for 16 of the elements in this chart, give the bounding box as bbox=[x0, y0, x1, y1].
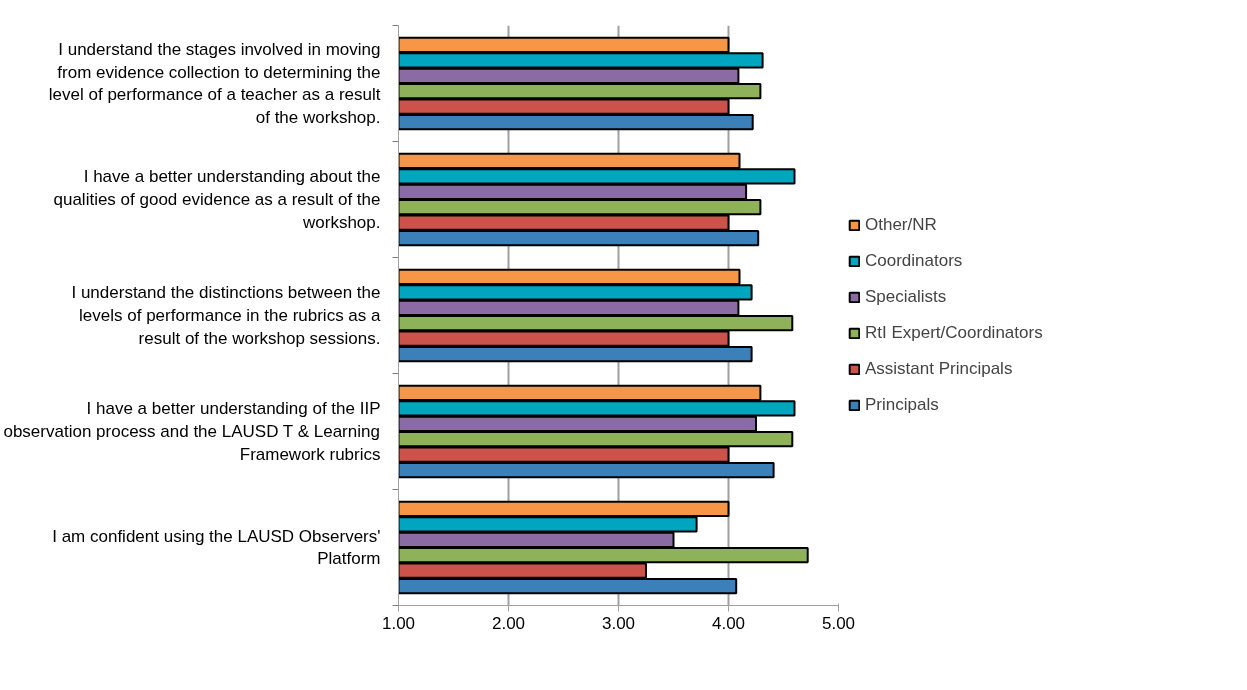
y-tick-label: I have a better understanding of the IIP observation process and the LAUSD T & Learning Framework rubrics bbox=[3, 399, 381, 464]
legend-label: RtI Expert/Coordinators bbox=[865, 323, 1043, 343]
legend-label: Specialists bbox=[865, 287, 947, 307]
y-tick-label: I am confident using the LAUSD Observers' Platform bbox=[52, 526, 381, 569]
y-tick-label: I understand the stages involved in moving from evidence collection to determining the level of performance of a teacher as a result of the workshop. bbox=[48, 39, 381, 128]
x-tick-label: 2.00 bbox=[491, 613, 526, 633]
y-tick-label: I understand the distinctions between the levels of performance in the rubrics as a result of the workshop sessions. bbox=[71, 283, 382, 348]
y-tick-label: I have a better understanding about the qualities of good evidence as a result of the workshop. bbox=[53, 167, 381, 232]
x-tick-label: 5.00 bbox=[821, 613, 856, 633]
legend-label: Assistant Principals bbox=[865, 359, 1013, 379]
legend-label: Coordinators bbox=[865, 251, 963, 271]
x-tick-label: 1.00 bbox=[381, 613, 416, 633]
x-tick-label: 3.00 bbox=[601, 613, 636, 633]
legend-label: Principals bbox=[865, 395, 939, 415]
x-tick-label: 4.00 bbox=[711, 613, 746, 633]
legend-label: Other/NR bbox=[865, 215, 937, 235]
